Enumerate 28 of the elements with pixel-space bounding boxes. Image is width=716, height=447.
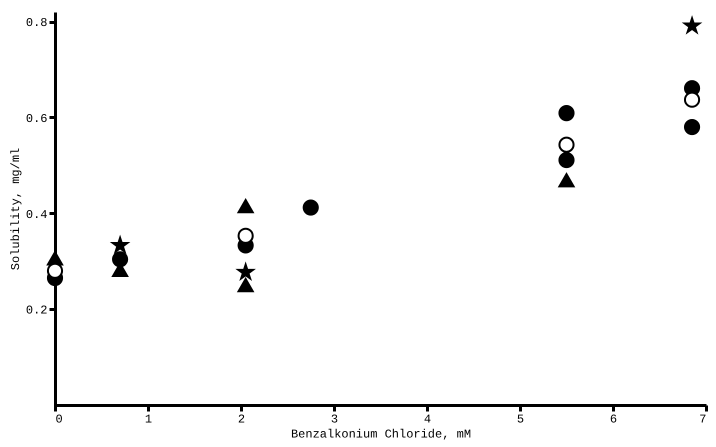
x-tick-label: 6 xyxy=(610,412,618,426)
x-tick-label: 1 xyxy=(144,412,152,426)
x-tick-label: 3 xyxy=(330,412,338,426)
point xyxy=(238,228,254,244)
x-tick-label: 2 xyxy=(238,412,246,426)
x-tick-label: 7 xyxy=(699,412,706,426)
x-tick-label: 4 xyxy=(424,412,432,426)
point xyxy=(46,262,64,279)
y-tick-label: 0.6 xyxy=(26,112,48,126)
point xyxy=(558,173,575,188)
point xyxy=(558,136,575,153)
point xyxy=(302,199,319,216)
y-axis-title: Solubility, mg/ml xyxy=(8,148,23,270)
point xyxy=(238,278,254,292)
point xyxy=(684,118,700,136)
point xyxy=(558,105,575,122)
point xyxy=(238,198,254,214)
point xyxy=(112,251,128,268)
y-tick-label: 0.8 xyxy=(26,16,48,30)
x-axis-title: Benzalkonium Chloride, mM xyxy=(290,428,472,442)
x-tick-label: 0 xyxy=(56,412,63,426)
y-tick-label: 0.4 xyxy=(26,208,48,222)
x-tick-label: 5 xyxy=(516,412,524,426)
point xyxy=(112,236,128,253)
y-tick-label: 0.2 xyxy=(26,304,48,318)
point xyxy=(558,152,575,168)
point xyxy=(684,92,700,108)
point xyxy=(684,17,700,34)
